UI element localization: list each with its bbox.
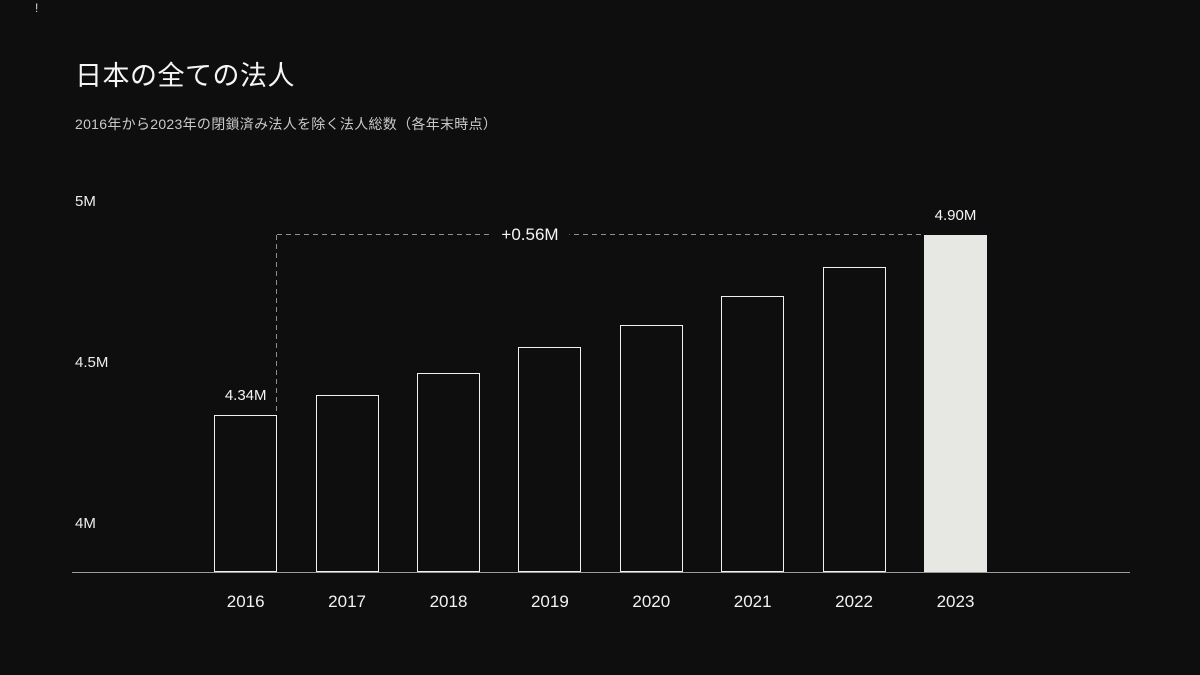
bar-value-label: 4.90M xyxy=(934,206,977,224)
bar-year-label: 2022 xyxy=(835,592,873,611)
page-subtitle: 2016年から2023年の閉鎖済み法人を除く法人総数（各年末時点） xyxy=(75,116,498,132)
x-axis-line xyxy=(72,572,1130,573)
bar-year-label: 2023 xyxy=(936,592,975,611)
bar-2018 xyxy=(417,372,480,572)
bar-2016 xyxy=(214,414,278,572)
bar-2021 xyxy=(721,295,785,572)
bar-2019 xyxy=(518,347,582,572)
bar-2020 xyxy=(619,324,683,572)
bar-value-label: 4.34M xyxy=(224,386,267,404)
delta-dashed-line-vertical xyxy=(276,235,277,415)
bar-year-label: 2016 xyxy=(226,592,265,611)
page-title: 日本の全ての法人 xyxy=(75,61,295,91)
bar-year-label: 2020 xyxy=(632,592,671,611)
y-tick-label: 4.5M xyxy=(75,354,109,372)
bar-2017 xyxy=(315,395,379,572)
bar-2023 xyxy=(924,234,987,572)
delta-label: +0.56M xyxy=(490,223,570,247)
bar-2022 xyxy=(822,266,886,572)
bar-year-label: 2019 xyxy=(530,592,569,611)
bar-year-label: 2021 xyxy=(733,592,772,611)
chart-header: 日本の全ての法人 2016年から2023年の閉鎖済み法人を除く法人総数（各年末時… xyxy=(75,54,497,134)
y-tick-label: 5M xyxy=(75,193,96,211)
y-tick-label: 4M xyxy=(75,514,96,532)
corner-mark: ! xyxy=(35,1,39,15)
bar-year-label: 2018 xyxy=(429,592,468,611)
delta-dashed-line-horizontal xyxy=(277,234,924,235)
bar-year-label: 2017 xyxy=(328,592,366,611)
